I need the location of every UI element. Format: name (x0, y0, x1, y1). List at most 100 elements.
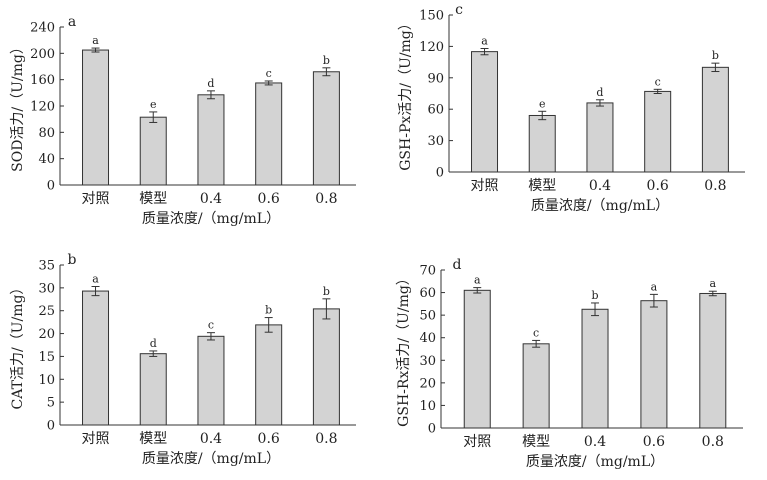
significance-letter: c (655, 75, 661, 88)
bar (197, 94, 225, 186)
y-tick-label: 0 (436, 166, 444, 181)
x-tick-label: 0.4 (200, 191, 222, 207)
x-tick-label: 0.6 (647, 178, 669, 194)
x-tick-label: 对照 (82, 431, 110, 447)
y-tick-label: 30 (38, 281, 55, 296)
y-tick-label: 0 (47, 179, 55, 194)
y-tick-label: 0 (428, 422, 436, 437)
x-axis-title: 质量浓度/（mg/mL） (526, 454, 664, 470)
significance-letter: b (323, 285, 330, 298)
bar (522, 343, 550, 429)
y-tick-label: 5 (47, 396, 55, 411)
significance-letter: d (150, 337, 157, 350)
significance-letter: c (208, 319, 214, 332)
significance-letter: a (92, 272, 99, 285)
y-tick-label: 60 (419, 286, 436, 301)
y-tick-label: 240 (30, 21, 55, 36)
y-tick-label: 70 (419, 264, 436, 279)
y-axis-title: GSH-Px活力/（U/mg） (398, 16, 414, 171)
x-tick-label: 0.4 (200, 431, 222, 447)
significance-letter: a (710, 277, 717, 290)
bar (471, 51, 499, 173)
y-axis-title: GSH-Rx活力/（U/mg） (396, 271, 412, 427)
x-tick-label: 0.4 (584, 434, 606, 450)
bar (312, 308, 340, 426)
y-tick-label: 120 (419, 40, 444, 55)
x-tick-label: 模型 (522, 434, 550, 450)
significance-letter: b (591, 289, 598, 302)
y-tick-label: 200 (30, 47, 55, 62)
bar (197, 335, 225, 426)
x-axis-title: 质量浓度/（mg/mL） (142, 211, 280, 227)
significance-letter: d (207, 77, 214, 90)
panel-label: c (455, 2, 463, 18)
y-tick-label: 35 (38, 259, 55, 274)
y-axis-title: CAT活力/（U/mg） (10, 281, 26, 410)
x-tick-label: 0.6 (643, 434, 665, 450)
significance-letter: b (712, 49, 719, 62)
bar (82, 290, 110, 426)
x-tick-label: 0.8 (702, 434, 724, 450)
significance-letter: c (266, 67, 272, 80)
chart-panel-b: 0 5 10 15 20 25 30 35 a 对照 d 模型 c 0.4 b 0.6 b 0.8 质量浓度/（mg… (10, 252, 356, 467)
bar (82, 49, 110, 186)
panel-label: a (68, 14, 76, 30)
bar (701, 66, 729, 173)
bar (581, 308, 609, 429)
y-tick-label: 30 (419, 354, 436, 369)
bar (644, 90, 672, 173)
x-tick-label: 模型 (139, 191, 167, 207)
y-tick-label: 40 (419, 331, 436, 346)
x-tick-label: 0.8 (315, 191, 337, 207)
y-tick-label: 10 (419, 399, 436, 414)
significance-letter: e (150, 98, 157, 111)
y-tick-label: 90 (427, 71, 444, 86)
y-tick-label: 50 (419, 309, 436, 324)
x-tick-label: 0.6 (258, 191, 280, 207)
y-tick-label: 160 (30, 73, 55, 88)
y-tick-label: 60 (427, 103, 444, 118)
chart-panel-c: 0 30 60 90 120 150 a 对照 e 模型 d 0.4 c 0.6 b 0.8 质量浓度/（mg/… (398, 2, 745, 214)
x-tick-label: 0.4 (589, 178, 611, 194)
bar (528, 114, 556, 173)
x-tick-label: 0.6 (258, 431, 280, 447)
x-tick-label: 0.8 (704, 178, 726, 194)
x-tick-label: 0.8 (315, 431, 337, 447)
chart-panel-d: 0 10 20 30 40 50 60 70 a 对照 c 模型 b 0.4 a 0.6 a 0.8 质量浓度/（m… (396, 257, 743, 470)
y-tick-label: 15 (38, 350, 55, 365)
bar (139, 116, 167, 186)
significance-letter: c (533, 326, 539, 339)
chart-panel-a: 0 40 80 120 160 200 240 a 对照 e 模型 d 0.4 c 0.6 b 0.8 质量浓度/… (10, 14, 356, 227)
y-axis-title: SOD活力/（U/mg） (10, 40, 26, 172)
y-tick-label: 10 (38, 373, 55, 388)
panel-label: b (68, 252, 77, 268)
y-tick-label: 20 (38, 327, 55, 342)
y-tick-label: 80 (38, 126, 55, 141)
significance-letter: d (596, 86, 603, 99)
y-tick-label: 30 (427, 134, 444, 149)
panel-label: d (453, 257, 462, 273)
y-tick-label: 150 (419, 9, 444, 24)
x-tick-label: 对照 (471, 178, 499, 194)
significance-letter: a (92, 34, 99, 47)
y-tick-label: 40 (38, 152, 55, 167)
bar (463, 289, 491, 429)
x-tick-label: 模型 (139, 431, 167, 447)
y-tick-label: 25 (38, 304, 55, 319)
x-tick-label: 对照 (463, 434, 491, 450)
significance-letter: a (481, 34, 488, 47)
bar (640, 300, 668, 429)
x-tick-label: 模型 (528, 178, 556, 194)
significance-letter: a (651, 280, 658, 293)
bar (139, 353, 167, 426)
y-tick-label: 120 (30, 100, 55, 115)
bar (586, 102, 614, 173)
bar (255, 82, 283, 186)
bar (255, 324, 283, 426)
bar (312, 71, 340, 186)
x-axis-title: 质量浓度/（mg/mL） (531, 198, 669, 214)
bar (699, 292, 727, 429)
x-axis-title: 质量浓度/（mg/mL） (142, 451, 280, 467)
y-tick-label: 0 (47, 419, 55, 434)
